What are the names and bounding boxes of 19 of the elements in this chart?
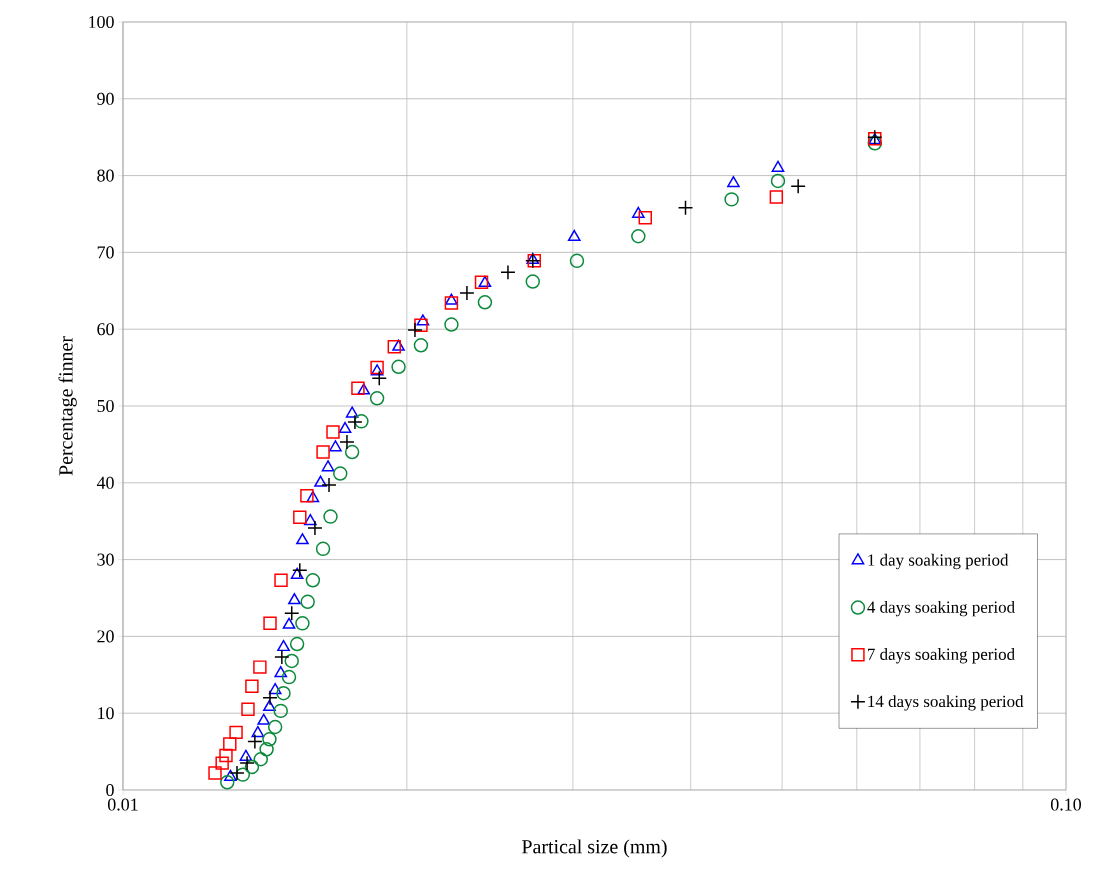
y-tick-label: 20 bbox=[97, 630, 114, 643]
y-tick-label: 100 bbox=[89, 15, 114, 29]
y-tick-label: 40 bbox=[96, 476, 114, 489]
y-tick-label: 90 bbox=[97, 92, 114, 105]
y-tick-label: 0 bbox=[106, 783, 114, 797]
y-tick-label: 70 bbox=[97, 246, 114, 259]
y-tick-label: 10 bbox=[98, 707, 114, 720]
legend-label: 7 days soaking period bbox=[868, 648, 1015, 664]
y-axis-title: Percentage finner bbox=[58, 336, 77, 476]
x-tick-label: 0.10 bbox=[1050, 798, 1081, 811]
y-tick-label: 60 bbox=[97, 323, 114, 336]
x-axis-title: Partical size (mm) bbox=[522, 839, 667, 858]
y-tick-label: 50 bbox=[97, 399, 114, 413]
legend-label: 4 days soaking period bbox=[867, 600, 1015, 617]
legend-label: 1 day soaking period bbox=[868, 553, 1009, 570]
y-tick-label: 80 bbox=[97, 169, 114, 182]
legend-label: 14 days soaking period bbox=[868, 695, 1024, 711]
y-tick-label: 30 bbox=[97, 553, 114, 566]
x-tick-label: 0.01 bbox=[107, 798, 138, 811]
